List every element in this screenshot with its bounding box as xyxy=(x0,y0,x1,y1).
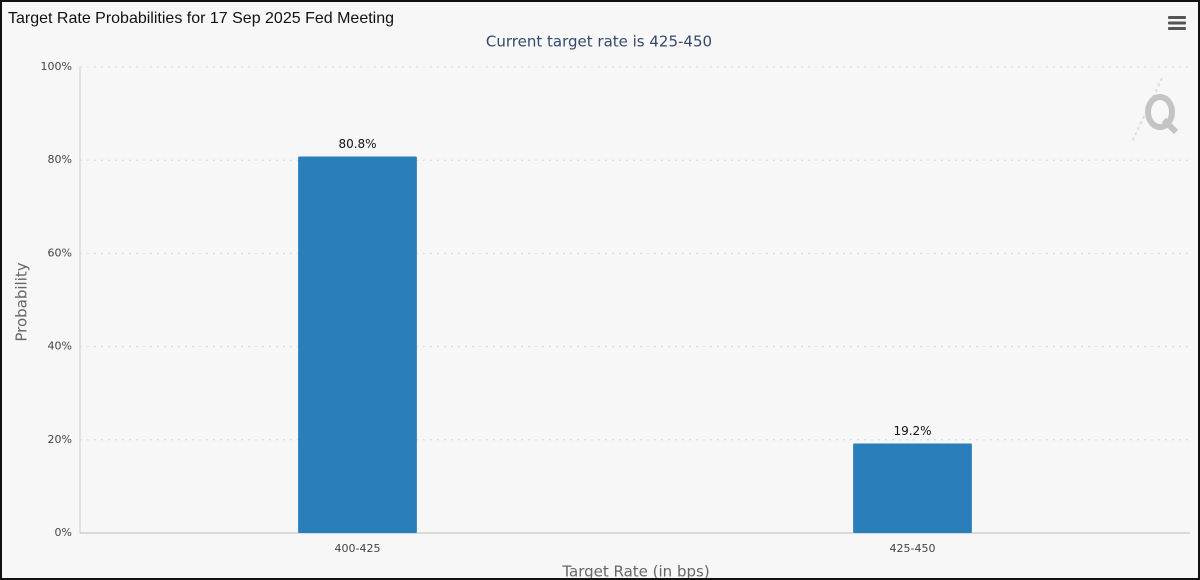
data-label: 80.8% xyxy=(338,137,376,151)
logo-tail xyxy=(1161,117,1179,135)
bar xyxy=(298,156,417,534)
menu-button[interactable] xyxy=(1168,16,1186,30)
menu-bar xyxy=(1168,16,1186,19)
chart-subtitle: Current target rate is 425-450 xyxy=(486,33,712,51)
chart-title: Target Rate Probabilities for 17 Sep 202… xyxy=(8,10,394,27)
y-tick-label: 40% xyxy=(48,340,72,353)
y-tick-label: 100% xyxy=(41,60,72,73)
data-label: 19.2% xyxy=(893,424,931,438)
y-tick-label: 60% xyxy=(48,246,72,259)
x-tick-label: 425-450 xyxy=(890,542,936,555)
y-tick-label: 80% xyxy=(48,153,72,166)
menu-bar xyxy=(1168,27,1186,30)
x-tick-label: 400-425 xyxy=(335,542,381,555)
bar xyxy=(853,443,972,533)
menu-bar xyxy=(1168,21,1186,25)
x-axis-title: Target Rate (in bps) xyxy=(561,563,709,579)
y-axis-title: Probability xyxy=(13,262,31,341)
logo-ring xyxy=(1145,94,1175,130)
y-tick-label: 20% xyxy=(48,433,72,446)
logo-watermark xyxy=(1131,77,1179,143)
y-tick-label: 0% xyxy=(55,526,72,539)
